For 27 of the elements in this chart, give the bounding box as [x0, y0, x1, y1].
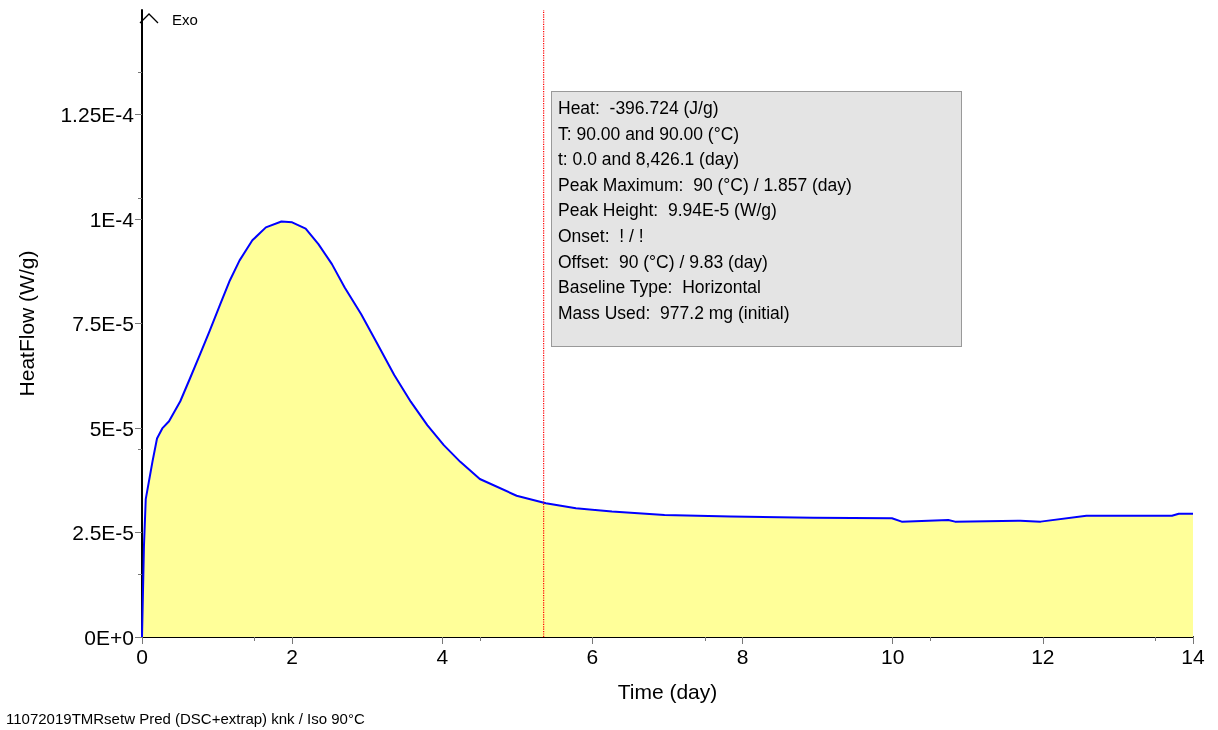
- x-tick-label: 14: [1181, 645, 1205, 668]
- annotation: Baseline Type: Horizontal: [558, 276, 762, 300]
- y-tick-label: 7.5E-5: [72, 312, 134, 335]
- annotation: Onset: ! / !: [558, 224, 645, 248]
- y-tick-label: 1E-4: [89, 207, 135, 231]
- x-tick-label: 6: [586, 645, 599, 668]
- x-tick-label: 12: [1031, 645, 1055, 668]
- y-tick-label: 5E-5: [89, 416, 134, 440]
- x-tick-label: 0: [136, 645, 148, 668]
- y-axis-title: HeatFlow (W/g): [15, 250, 38, 397]
- text: 11072019TMRsetw Pred (DSC+extrap) knk / Iso 90°C: [6, 710, 365, 727]
- annotation: Heat: -396.724 (J/g): [558, 97, 720, 120]
- y-tick-label: 1.25E-4: [60, 103, 135, 126]
- annotation: Exo: [172, 11, 198, 28]
- annotation: Peak Maximum: 90 (°C) / 1.857 (day): [558, 173, 853, 197]
- x-tick-label: 8: [736, 645, 749, 668]
- annotation: Offset: 90 (°C) / 9.83 (day): [558, 250, 769, 274]
- annotation: Peak Height: 9.94E-5 (W/g): [558, 199, 778, 223]
- annotation: T: 90.00 and 90.00 (°C): [558, 122, 741, 146]
- y-tick-label: 0E+0: [84, 625, 134, 649]
- annotation: Mass Used: 977.2 mg (initial): [558, 301, 791, 325]
- annotation: t: 0.0 and 8,426.1 (day): [558, 148, 740, 172]
- y-tick-label: 2.5E-5: [72, 521, 134, 544]
- x-tick-label: 4: [436, 645, 449, 668]
- x-tick-label: 2: [286, 645, 298, 668]
- x-axis-title: Time (day): [617, 680, 718, 703]
- x-tick-label: 10: [881, 645, 905, 668]
